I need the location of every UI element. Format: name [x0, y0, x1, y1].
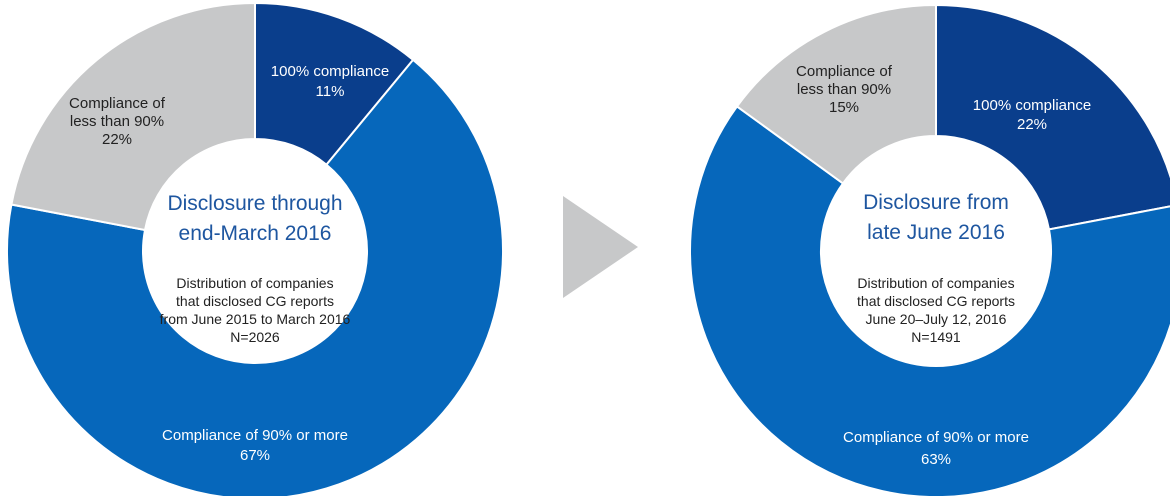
chart-subtitle-line: from June 2015 to March 2016 — [160, 311, 351, 327]
donut-chart-from-june-2016: 100% compliance 22% Compliance of 90% or m… — [689, 3, 1170, 496]
chart-subtitle-line: that disclosed CG reports — [176, 293, 334, 309]
slice-value-label: 15% — [829, 99, 859, 116]
chart-subtitle-line: Distribution of companies — [857, 275, 1014, 291]
chart-title: Disclosure from late June 2016 — [863, 191, 1009, 244]
chart-subtitle-line: that disclosed CG reports — [857, 293, 1015, 309]
slice-compliance-of-90-or-more — [689, 105, 1170, 496]
slice-compliance-of-less-than-90- — [10, 1, 256, 232]
slice-label: Compliance of 90% or more — [843, 429, 1029, 446]
slice-label: Compliance of less than 90% — [69, 95, 166, 130]
slice-label: Compliance of less than 90% — [796, 63, 893, 98]
chart-title: Disclosure through end-March 2016 — [167, 192, 342, 245]
slice-label: 100% compliance — [973, 97, 1091, 114]
slice-compliance-of-90-or-more — [6, 58, 504, 496]
slice-compliance-of-less-than-90- — [735, 3, 937, 185]
slice-value-label: 22% — [1017, 116, 1047, 133]
chart-subtitle-line: N=2026 — [230, 329, 280, 345]
slice-value-label: 63% — [921, 451, 951, 468]
slice-100-compliance — [254, 1, 415, 167]
slice-value-label: 67% — [240, 447, 270, 464]
slice-value-label: 22% — [102, 131, 132, 148]
slice-label: Compliance of 90% or more — [162, 427, 348, 444]
donut-chart-through-march-2016: 100% compliance 11% Compliance of 90% or m… — [6, 1, 504, 496]
chart-subtitle-line: June 20–July 12, 2016 — [866, 311, 1007, 327]
chart-subtitle-line: N=1491 — [911, 329, 961, 345]
arrow-icon — [563, 196, 638, 298]
slice-value-label: 11% — [316, 83, 345, 100]
chart-subtitle-line: Distribution of companies — [176, 275, 333, 291]
slice-label: 100% compliance — [271, 63, 389, 80]
